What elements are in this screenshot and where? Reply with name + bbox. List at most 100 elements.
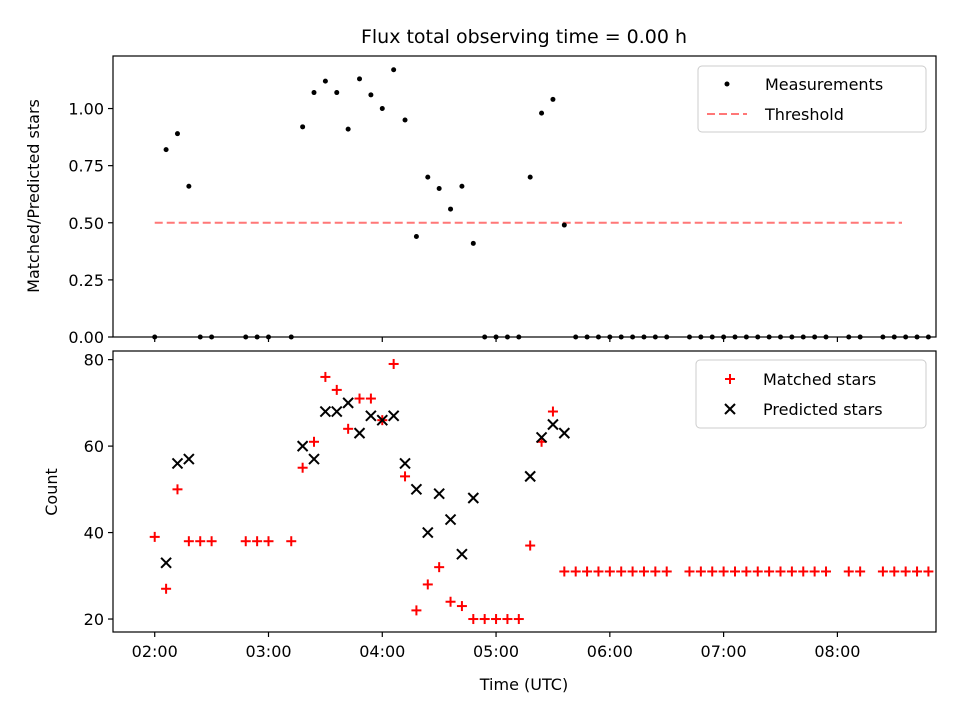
matched-star-point: [786, 566, 797, 577]
matched-star-point: [900, 566, 911, 577]
measurement-point: [527, 174, 533, 180]
measurement-point: [402, 117, 408, 123]
predicted-star-point: [524, 470, 536, 483]
predicted-star-point: [331, 405, 343, 418]
matched-star-point: [445, 596, 456, 607]
matched-star-point: [707, 566, 718, 577]
matched-star-point: [764, 566, 775, 577]
top-y-tick-label: 1.00: [68, 100, 104, 119]
matched-star-point: [161, 583, 172, 594]
predicted-star-point: [365, 410, 377, 422]
matched-star-point: [582, 566, 593, 577]
x-tick-label: 05:00: [473, 642, 519, 661]
matched-star-point: [638, 566, 649, 577]
matched-star-point: [502, 614, 513, 625]
predicted-star-point: [308, 453, 320, 465]
predicted-star-point: [387, 410, 400, 422]
matched-star-point: [183, 536, 194, 547]
predicted-star-point: [456, 548, 468, 560]
flux-ratio-panel: Flux total observing time = 0.00 h Match…: [24, 26, 937, 347]
measurement-point: [561, 222, 567, 228]
star-count-panel: Count Time (UTC) 20 40 60 80 02:00 03:00 04:00…: [42, 350, 937, 694]
matched-star-point: [320, 371, 331, 382]
x-tick-label: 08:00: [814, 642, 860, 661]
matched-star-point: [604, 566, 615, 577]
matched-star-point: [684, 566, 695, 577]
x-tick-label: 04:00: [359, 642, 405, 661]
matched-star-point: [729, 566, 740, 577]
measurement-point: [436, 186, 442, 192]
bottom-y-tick-label: 80: [84, 351, 104, 370]
matched-star-point: [434, 562, 445, 573]
measurement-point: [186, 183, 192, 189]
bottom-y-tick-label: 60: [84, 437, 104, 456]
measurement-point: [311, 90, 317, 96]
top-y-tick-label: 0.50: [68, 214, 104, 233]
matched-star-point: [775, 566, 786, 577]
legend-label-matched: Matched stars: [763, 370, 876, 389]
matched-star-point: [252, 536, 263, 547]
measurement-point: [459, 183, 465, 189]
matched-star-point: [912, 566, 923, 577]
measurement-point: [379, 106, 385, 112]
matched-star-point: [297, 462, 308, 473]
predicted-star-point: [353, 427, 366, 439]
matched-star-point: [923, 566, 934, 577]
predicted-star-point: [319, 405, 332, 418]
measurement-point: [368, 92, 374, 98]
matched-star-point: [843, 566, 854, 577]
matched-star-point: [354, 393, 365, 404]
matched-star-point: [491, 614, 502, 625]
matched-star-point: [741, 566, 752, 577]
matched-star-point: [650, 566, 661, 577]
matched-star-point: [627, 566, 638, 577]
predicted-star-point: [410, 483, 423, 496]
measurement-point: [163, 147, 169, 153]
predicted-star-point: [535, 431, 548, 444]
x-tick-label: 02:00: [132, 642, 178, 661]
matched-star-point: [821, 566, 832, 577]
measurement-point: [322, 78, 328, 84]
matched-star-point: [718, 566, 729, 577]
top-y-tick-label: 0.25: [68, 271, 104, 290]
matched-star-point: [889, 566, 900, 577]
matched-star-point: [263, 536, 274, 547]
measurement-point: [391, 67, 397, 73]
x-tick-label: 03:00: [245, 642, 291, 661]
matched-star-point: [593, 566, 604, 577]
legend-marker-predicted: [724, 403, 736, 415]
top-legend: Measurements Threshold: [697, 65, 927, 133]
matched-star-point: [456, 601, 467, 612]
matched-star-point: [695, 566, 706, 577]
measurement-point: [174, 131, 180, 137]
x-tick-label: 06:00: [587, 642, 633, 661]
matched-star-point: [877, 566, 888, 577]
predicted-star-point: [376, 414, 388, 426]
top-plot-frame: [112, 55, 937, 338]
predicted-star-point: [433, 487, 445, 500]
matched-star-point: [468, 614, 479, 625]
top-y-axis-label: Matched/Predicted stars: [24, 99, 43, 293]
matched-star-point: [809, 566, 820, 577]
matched-star-point: [309, 436, 320, 447]
matched-star-point: [661, 566, 672, 577]
measurement-point: [334, 90, 340, 96]
predicted-star-point: [296, 440, 309, 452]
bottom-y-axis-label: Count: [42, 468, 61, 516]
matched-star-point: [422, 579, 433, 590]
matched-star-point: [240, 536, 251, 547]
legend-marker-matched: [725, 374, 735, 384]
measurement-point: [470, 240, 476, 246]
measurement-point: [425, 174, 431, 180]
legend-label-threshold: Threshold: [764, 105, 844, 124]
predicted-star-point: [422, 526, 434, 539]
matched-star-point: [798, 566, 809, 577]
matched-star-point: [616, 566, 627, 577]
x-axis-label: Time (UTC): [479, 675, 568, 694]
chart-title: Flux total observing time = 0.00 h: [361, 26, 687, 48]
matched-star-point: [525, 540, 536, 551]
measurement-point: [357, 76, 363, 82]
matched-star-point: [400, 471, 411, 482]
x-tick-label: 07:00: [701, 642, 747, 661]
matched-star-point: [149, 531, 160, 542]
